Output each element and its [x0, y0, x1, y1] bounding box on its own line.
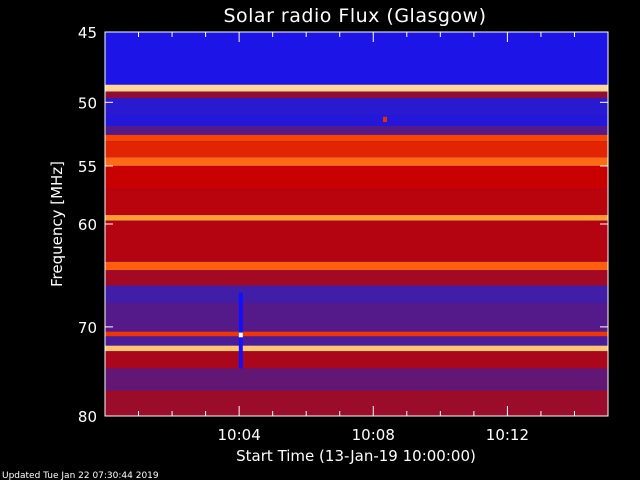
x-axis-label: Start Time (13-Jan-19 10:00:00)	[236, 447, 476, 465]
x-tick-label: 10:12	[486, 426, 529, 444]
frequency-band	[105, 331, 608, 337]
x-tick-label: 10:08	[352, 426, 395, 444]
x-axis: 10:04 10:08 10:12	[138, 32, 575, 444]
frequency-band	[105, 189, 608, 216]
frequency-band	[105, 141, 608, 158]
y-tick-label: 45	[78, 24, 97, 42]
burst-event	[238, 292, 243, 369]
frequency-band	[105, 134, 608, 142]
frequency-band	[105, 368, 608, 391]
frequency-band	[105, 270, 608, 286]
burst-event	[383, 116, 387, 123]
frequency-band	[105, 98, 608, 116]
frequency-bands	[105, 32, 608, 416]
y-tick-label: 60	[78, 216, 97, 234]
y-axis: 45 50 55 60 70 80	[78, 24, 608, 426]
frequency-band	[105, 285, 608, 303]
frequency-band	[105, 215, 608, 221]
frequency-band	[105, 84, 608, 92]
frequency-band	[105, 91, 608, 99]
frequency-band	[105, 220, 608, 262]
frequency-band	[105, 157, 608, 166]
y-tick-label: 55	[78, 158, 97, 176]
frequency-band	[105, 115, 608, 126]
y-tick-label: 50	[78, 94, 97, 112]
y-tick-label: 80	[78, 408, 97, 426]
frequency-band	[105, 165, 608, 190]
x-tick-label: 10:04	[218, 426, 261, 444]
frequency-band	[105, 390, 608, 416]
y-axis-label: Frequency [MHz]	[48, 161, 66, 287]
frequency-band	[105, 345, 608, 352]
spectrogram-plot	[104, 31, 609, 417]
burst-events	[238, 116, 387, 369]
updated-timestamp: Updated Tue Jan 22 07:30:44 2019	[2, 471, 159, 480]
burst-event	[238, 332, 243, 338]
y-tick-label: 70	[78, 319, 97, 337]
frequency-band	[105, 336, 608, 346]
frequency-band	[105, 32, 608, 85]
frequency-band	[105, 302, 608, 332]
chart-title: Solar radio Flux (Glasgow)	[223, 5, 486, 27]
frequency-band	[105, 351, 608, 369]
frequency-band	[105, 125, 608, 135]
frequency-band	[105, 261, 608, 271]
